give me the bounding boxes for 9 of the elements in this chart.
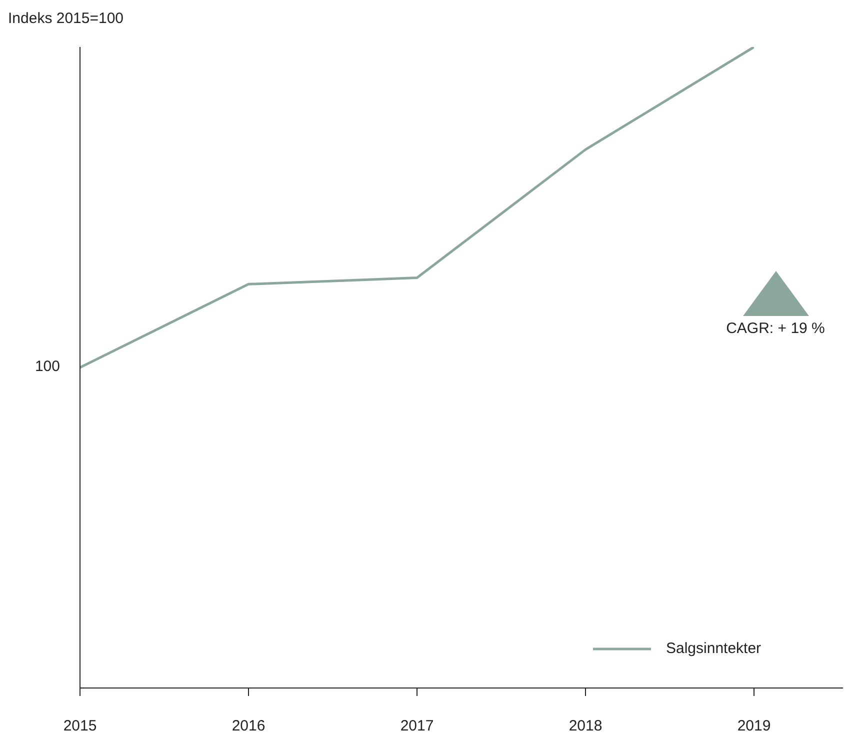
x-tick-label: 2017	[400, 718, 434, 735]
legend-label: Salgsinntekter	[666, 640, 762, 657]
y-axis-title: Indeks 2015=100	[8, 10, 124, 27]
x-tick-label: 2016	[232, 718, 266, 735]
x-tick-label: 2018	[568, 718, 602, 735]
x-tick-label: 2019	[737, 718, 771, 735]
x-tick-label: 2015	[63, 718, 97, 735]
annotation: 100	[34, 358, 60, 374]
annotation: CAGR: + 19 %	[725, 320, 826, 337]
